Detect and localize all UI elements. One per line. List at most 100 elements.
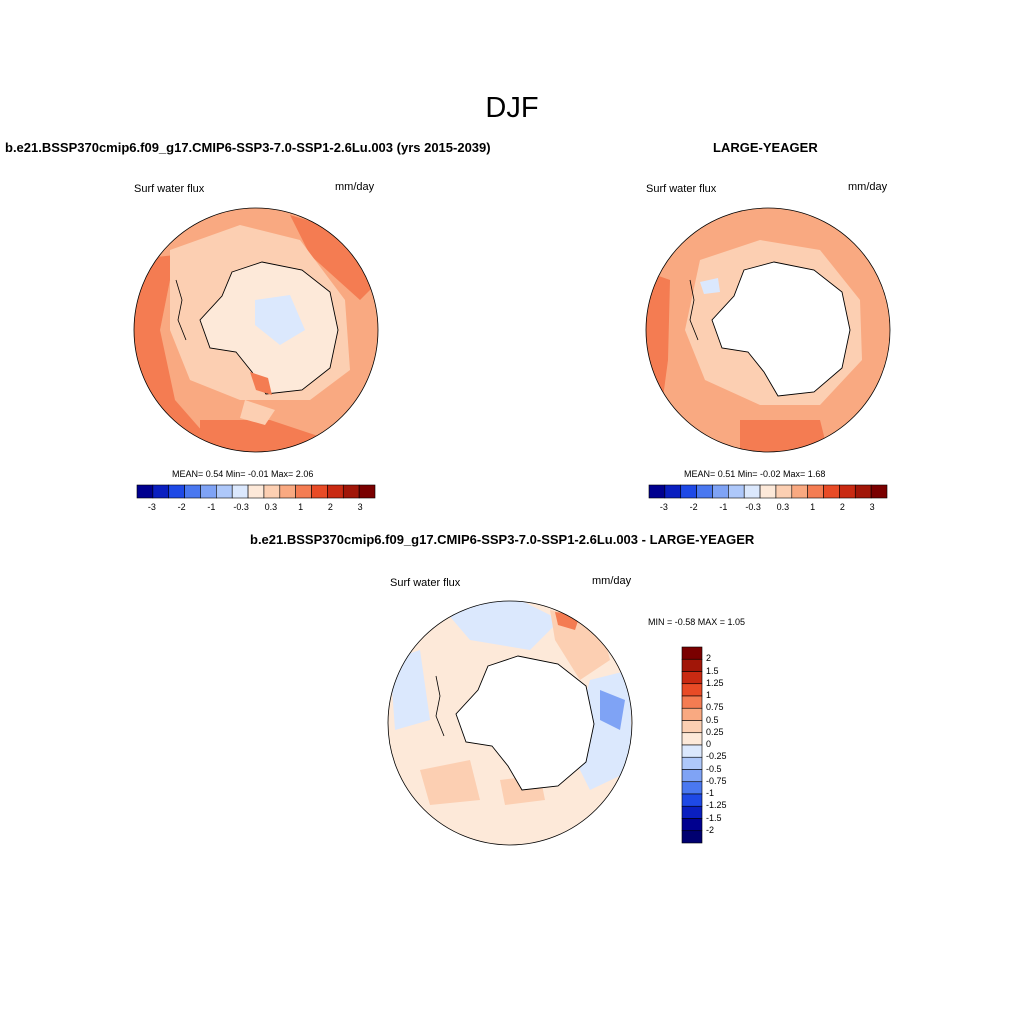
panel1-colorbar-tick-label: 1: [298, 502, 304, 512]
panel2-colorbar-tick-label: -2: [689, 502, 698, 512]
panel2-colorbar: [648, 484, 888, 499]
panel1-variable: Surf water flux: [134, 183, 205, 195]
panel1-colorbar-tick-label: 0.3: [264, 502, 278, 512]
panel3-variable: Surf water flux: [390, 577, 461, 589]
panel2-colorbar-box: [807, 484, 824, 499]
panel3-colorbar-box: [681, 744, 703, 758]
panel3-colorbar-tick-label: -1: [706, 788, 715, 798]
panel1-colorbar-box: [295, 484, 312, 499]
panel2-colorbar-tick-label: -1: [719, 502, 728, 512]
panel1-colorbar-box: [136, 484, 154, 499]
panel3-map: [388, 601, 632, 845]
panel2-colorbar-box: [791, 484, 808, 499]
panel3-colorbar-tick-label: 1.5: [706, 665, 719, 676]
panel3-colorbar-box: [681, 818, 703, 832]
panel3-colorbar-box: [681, 671, 703, 685]
panel1-colorbar-box: [247, 484, 265, 499]
panel1-colorbar-tick-label: -0.3: [233, 502, 249, 512]
panel3-colorbar-box: [681, 793, 703, 807]
panel3-title: b.e21.BSSP370cmip6.f09_g17.CMIP6-SSP3-7.…: [250, 532, 755, 547]
panel1-colorbar-box: [279, 484, 296, 499]
panel3-stats: MIN = -0.58 MAX = 1.05: [648, 617, 746, 627]
panel3-units: mm/day: [592, 575, 632, 587]
panel2-colorbar-box: [775, 484, 793, 499]
panel3-colorbar-tick-label: -1.5: [706, 812, 722, 823]
panel1-title: b.e21.BSSP370cmip6.f09_g17.CMIP6-SSP3-7.…: [5, 140, 491, 155]
panel2-title: LARGE-YEAGER: [713, 140, 818, 155]
panel2-colorbar-box: [664, 484, 682, 499]
panel1-map-border: [133, 207, 379, 453]
panel2-map: [646, 208, 890, 452]
panel3-colorbar-box: [681, 830, 703, 844]
panel3-colorbar-box: [681, 695, 703, 709]
panel2-colorbar-box: [743, 484, 761, 499]
panel2-colorbar-tick-label: -0.3: [745, 502, 761, 512]
panel2-colorbar-box: [728, 484, 745, 499]
panel2-colorbar-box: [839, 484, 856, 499]
panel3-colorbar-box: [681, 769, 703, 783]
panel3-colorbar: [681, 646, 703, 844]
panel2-colorbar-box: [696, 484, 713, 499]
panel1-colorbar-box: [358, 484, 376, 499]
panel2-colorbar-box: [759, 484, 777, 499]
panel3-colorbar-box: [681, 646, 703, 660]
panel3-colorbar-box: [681, 781, 703, 795]
panel3-colorbar-tick-label: -2: [706, 824, 715, 835]
panel2-colorbar-box: [854, 484, 872, 499]
panel1-colorbar-tick-label: -2: [177, 502, 186, 512]
panel2-colorbar-tick-label: 3: [869, 502, 875, 512]
panel2-colorbar-box: [680, 484, 697, 499]
panel3-colorbar-tick-label: 0.75: [706, 702, 724, 713]
panel1-colorbar-box: [342, 484, 360, 499]
panel1-colorbar-box: [200, 484, 217, 499]
panel2-map-border: [645, 207, 891, 453]
panel3-colorbar-box: [681, 756, 703, 770]
panel3-colorbar-box: [681, 732, 703, 746]
panel1-colorbar-tick-label: 3: [357, 502, 363, 512]
panel1-colorbar-box: [327, 484, 344, 499]
panel1-colorbar-tick-label: -1: [207, 502, 216, 512]
panel3-colorbar-tick-label: 0.25: [706, 726, 724, 737]
panel3-colorbar-tick-label: 1: [706, 690, 712, 700]
panel1-colorbar-box: [263, 484, 281, 499]
panel3-colorbar-box: [681, 720, 703, 734]
panel1-map: [134, 208, 378, 452]
panel3-colorbar-tick-label: 1.25: [706, 677, 724, 688]
panel1-colorbar-tick-label: 2: [327, 502, 333, 512]
panel3-colorbar-tick-label: -0.5: [706, 763, 722, 774]
panel1-colorbar-box: [216, 484, 233, 499]
panel2-colorbar-tick-label: -3: [659, 502, 668, 512]
panel1-colorbar-tick-label: -3: [147, 502, 156, 512]
panel2-colorbar-box: [648, 484, 666, 499]
panel2-colorbar-box: [870, 484, 888, 499]
panel2-colorbar-box: [712, 484, 729, 499]
panel1-colorbar-box: [184, 484, 201, 499]
panel2-colorbar-tick-label: 1: [810, 502, 816, 512]
panel3-colorbar-tick-label: -0.25: [706, 751, 727, 762]
panel2-variable: Surf water flux: [646, 183, 717, 195]
panel3-colorbar-box: [681, 683, 703, 697]
panel1-colorbar-box: [168, 484, 185, 499]
panel2-colorbar-tick-label: 2: [839, 502, 845, 512]
panel3-colorbar-tick-label: 0.5: [706, 714, 719, 725]
panel3-colorbar-tick-label: -1.25: [706, 800, 727, 811]
main-title: DJF: [485, 92, 539, 124]
panel1-units: mm/day: [335, 181, 375, 193]
panel3-colorbar-tick-label: 2: [706, 653, 712, 664]
panel1-colorbar-box: [231, 484, 249, 499]
panel3-colorbar-box: [681, 658, 703, 672]
panel3-colorbar-tick-label: 0: [706, 739, 712, 749]
panel2-stats: MEAN= 0.51 Min= -0.02 Max= 1.68: [684, 469, 826, 479]
panel1-colorbar-box: [152, 484, 170, 499]
panel3-map-border: [387, 600, 633, 846]
panel1-colorbar: [136, 484, 376, 499]
panel2-colorbar-tick-label: 0.3: [776, 502, 790, 512]
panel3-colorbar-box: [681, 707, 703, 721]
panel2-colorbar-box: [823, 484, 840, 499]
panel2-units: mm/day: [848, 181, 888, 193]
panel1-colorbar-box: [311, 484, 328, 499]
panel3-colorbar-tick-label: -0.75: [706, 775, 727, 786]
panel1-stats: MEAN= 0.54 Min= -0.01 Max= 2.06: [172, 469, 314, 479]
panel3-colorbar-box: [681, 805, 703, 819]
